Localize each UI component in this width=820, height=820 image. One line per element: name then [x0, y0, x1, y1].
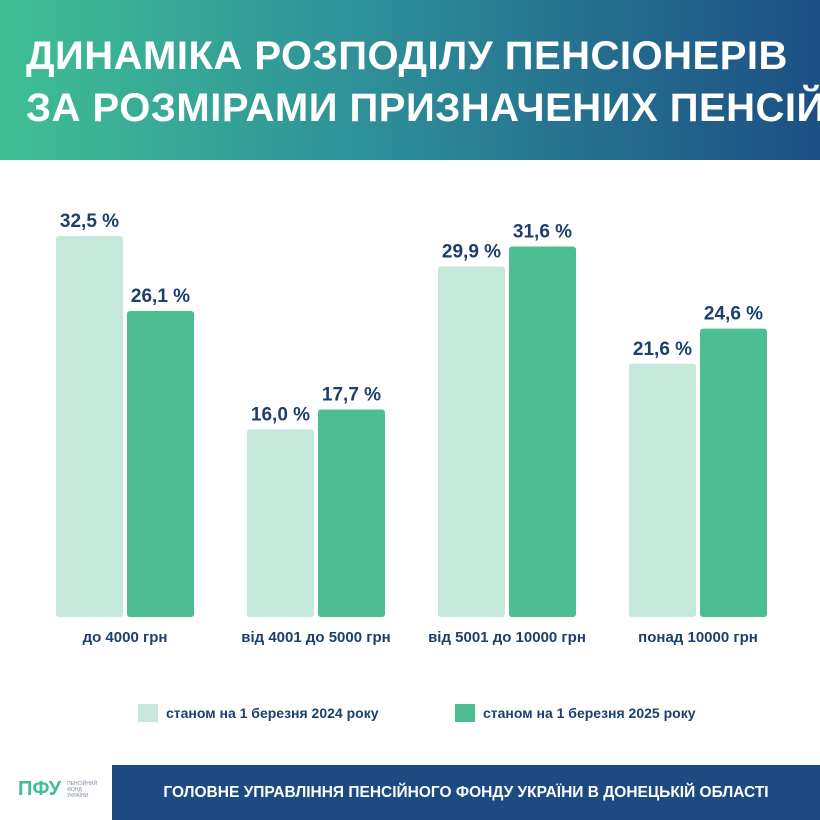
title-line-1: ДИНАМІКА РОЗПОДІЛУ ПЕНСІОНЕРІВ [26, 34, 788, 78]
legend-item-2025: станом на 1 березня 2025 року [455, 704, 695, 722]
bar-2025-0 [127, 311, 194, 617]
value-label-2024-0: 32,5 % [60, 211, 119, 232]
category-label-1: від 4001 до 5000 грн [241, 629, 390, 646]
legend-swatch-2025 [455, 704, 475, 722]
category-label-3: понад 10000 грн [638, 629, 758, 646]
value-label-2025-1: 17,7 % [322, 385, 381, 406]
bar-2024-1 [247, 429, 314, 617]
value-label-2024-3: 21,6 % [633, 339, 692, 360]
bar-2024-2 [438, 266, 505, 617]
page-title: ДИНАМІКА РОЗПОДІЛУ ПЕНСІОНЕРІВ ЗА РОЗМІР… [26, 30, 820, 134]
value-label-2024-1: 16,0 % [251, 404, 310, 425]
bar-2024-3 [629, 363, 696, 617]
value-label-2025-2: 31,6 % [513, 222, 572, 243]
chart-legend: станом на 1 березня 2024 року станом на … [0, 704, 820, 728]
bar-2024-0 [56, 236, 123, 617]
title-line-2: ЗА РОЗМІРАМИ ПРИЗНАЧЕНИХ ПЕНСІЙ [26, 86, 820, 130]
category-label-2: від 5001 до 10000 грн [428, 629, 586, 646]
bar-2025-1 [318, 409, 385, 617]
legend-label-2024: станом на 1 березня 2024 року [166, 705, 379, 721]
bar-2025-2 [509, 246, 576, 617]
pfu-logo: ПФУ ПЕНСІЙНИЙ ФОНД УКРАЇНИ [18, 778, 99, 801]
logo-mark: ПФУ [18, 778, 62, 800]
legend-label-2025: станом на 1 березня 2025 року [483, 705, 696, 721]
value-label-2024-2: 29,9 % [442, 241, 501, 262]
legend-swatch-2024 [138, 704, 158, 722]
bar-chart: 32,5 % 26,1 % до 4000 грн 16,0 % 17,7 % від 4… [56, 211, 767, 646]
value-label-2025-3: 24,6 % [704, 304, 763, 325]
category-label-0: до 4000 грн [83, 629, 168, 646]
footer-bar: ГОЛОВНЕ УПРАВЛІННЯ ПЕНСІЙНОГО ФОНДУ УКРА… [112, 765, 820, 820]
header-banner: ДИНАМІКА РОЗПОДІЛУ ПЕНСІОНЕРІВ ЗА РОЗМІР… [0, 0, 820, 160]
logo-text: ПЕНСІЙНИЙ ФОНД УКРАЇНИ [67, 780, 98, 799]
bar-2025-3 [700, 328, 767, 617]
value-label-2025-0: 26,1 % [131, 286, 190, 307]
legend-item-2024: станом на 1 березня 2024 року [138, 704, 378, 722]
footer-text: ГОЛОВНЕ УПРАВЛІННЯ ПЕНСІЙНОГО ФОНДУ УКРА… [163, 783, 769, 801]
